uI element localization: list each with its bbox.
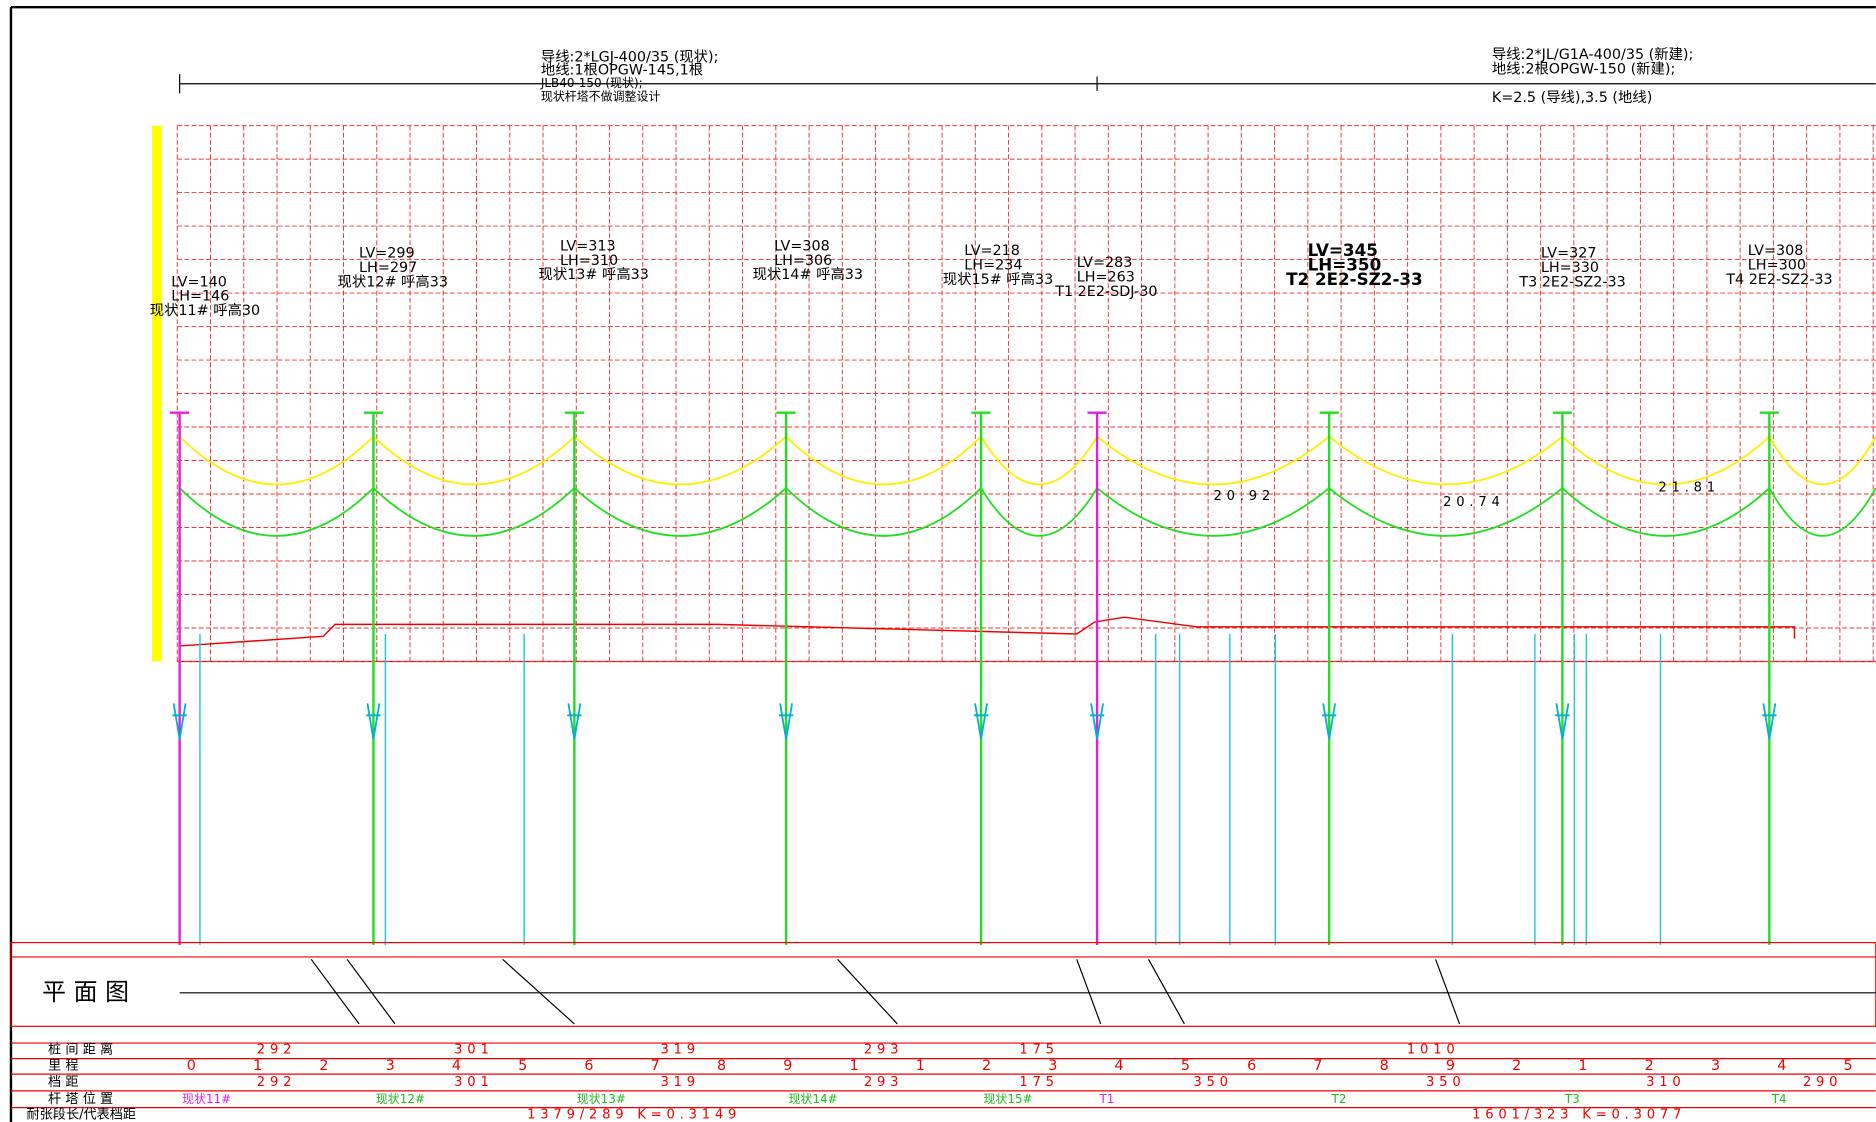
mileage: 2 [1645,1058,1654,1074]
mileage: 4 [1777,1058,1786,1074]
tower-position: 现状13# [577,1092,626,1106]
span: 319 [661,1075,700,1090]
tower-label: T3 2E2-SZ2-33 [1518,274,1625,290]
mileage: 3 [386,1058,395,1074]
mileage: 3 [1711,1058,1720,1074]
mileage: 3 [1048,1058,1057,1074]
tower-label: T1 2E2-SDJ-30 [1054,284,1157,300]
span: 293 [864,1075,903,1090]
span: 175 [1019,1075,1058,1090]
tower-position: T1 [1098,1092,1114,1106]
tension-section: 1379/289 K=0.3149 [527,1107,741,1122]
span: 290 [1803,1075,1842,1090]
tower-position: T3 [1564,1092,1580,1106]
tower-label: 现状12# 呼高33 [338,273,448,290]
tower-label: T4 2E2-SZ2-33 [1725,272,1832,288]
mileage: 5 [1843,1058,1852,1074]
tower-position: T2 [1331,1092,1347,1106]
tower-position: 现状12# [376,1092,425,1106]
plan-label: 平 面 图 [42,978,129,1006]
mileage: 4 [1115,1058,1124,1074]
tower-position: T4 [1771,1092,1787,1106]
clearance: 20.74 [1443,495,1505,510]
mileage: 7 [1313,1058,1322,1074]
span: 350 [1193,1075,1232,1090]
conductor-note: K=2.5 (导线),3.5 (地线) [1492,89,1653,106]
mileage: 9 [1446,1058,1455,1074]
pile-distance: 301 [454,1043,493,1058]
span: 350 [1426,1075,1465,1090]
pile-distance: 319 [661,1043,700,1058]
conductor-note: JLB40-150 (现状); [540,76,643,90]
mileage: 6 [1247,1058,1256,1074]
tower-label: 现状14# 呼高33 [753,266,863,283]
conductor-note: 地线:2根OPGW-150 (新建); [1492,60,1675,77]
mileage: 4 [452,1058,461,1074]
drawing: 导线:2*LGJ-400/35 (现状);地线:1根OPGW-145,1根JLB… [0,0,1876,1122]
pile-distance: 175 [1019,1043,1058,1058]
tower-position: 现状14# [788,1092,837,1106]
mileage: 1 [849,1058,858,1074]
mileage: 8 [1380,1058,1389,1074]
tower-label: T2 2E2-SZ2-33 [1286,269,1423,289]
mileage: 5 [518,1058,527,1074]
pile-distance: 1010 [1407,1043,1460,1058]
mileage: 2 [1512,1058,1521,1074]
tower-label: 现状15# 呼高33 [943,271,1053,288]
mileage: 7 [651,1058,660,1074]
row-label: 杆 塔 位 置 [48,1091,113,1107]
mileage: 6 [584,1058,593,1074]
pile-distance: 292 [257,1043,296,1058]
row-label: 耐张段长/代表档距 [27,1106,137,1122]
mileage: 1 [1578,1058,1587,1074]
mileage: 8 [717,1058,726,1074]
mileage: 2 [319,1058,328,1074]
span: 292 [257,1075,296,1090]
mileage: 1 [253,1058,262,1074]
row-label: 里 程 [48,1057,78,1073]
tower-label: 现状11# 呼高30 [150,302,260,319]
page: { "header": { "left_lines": ["导线:2*LGJ-4… [0,0,1876,1122]
tower-label: 现状13# 呼高33 [538,266,648,283]
mileage: 2 [982,1058,991,1074]
tension-section: 1601/323 K=0.3077 [1472,1107,1686,1122]
tower-position: 现状11# [182,1092,231,1106]
tower-position: 现状15# [983,1092,1032,1106]
span: 310 [1646,1075,1685,1090]
pile-distance: 293 [864,1043,903,1058]
scale-bar [152,126,162,662]
mileage: 5 [1181,1058,1190,1074]
row-label: 档 距 [48,1074,78,1090]
row-label: 桩 间 距 离 [48,1041,113,1058]
mileage: 1 [916,1058,925,1074]
mileage: 0 [187,1058,196,1074]
mileage: 9 [783,1058,792,1074]
clearance: 20.92 [1213,489,1275,504]
conductor-note: 现状杆塔不做调整设计 [541,88,661,103]
span: 301 [454,1075,493,1090]
clearance: 21.81 [1658,481,1720,496]
